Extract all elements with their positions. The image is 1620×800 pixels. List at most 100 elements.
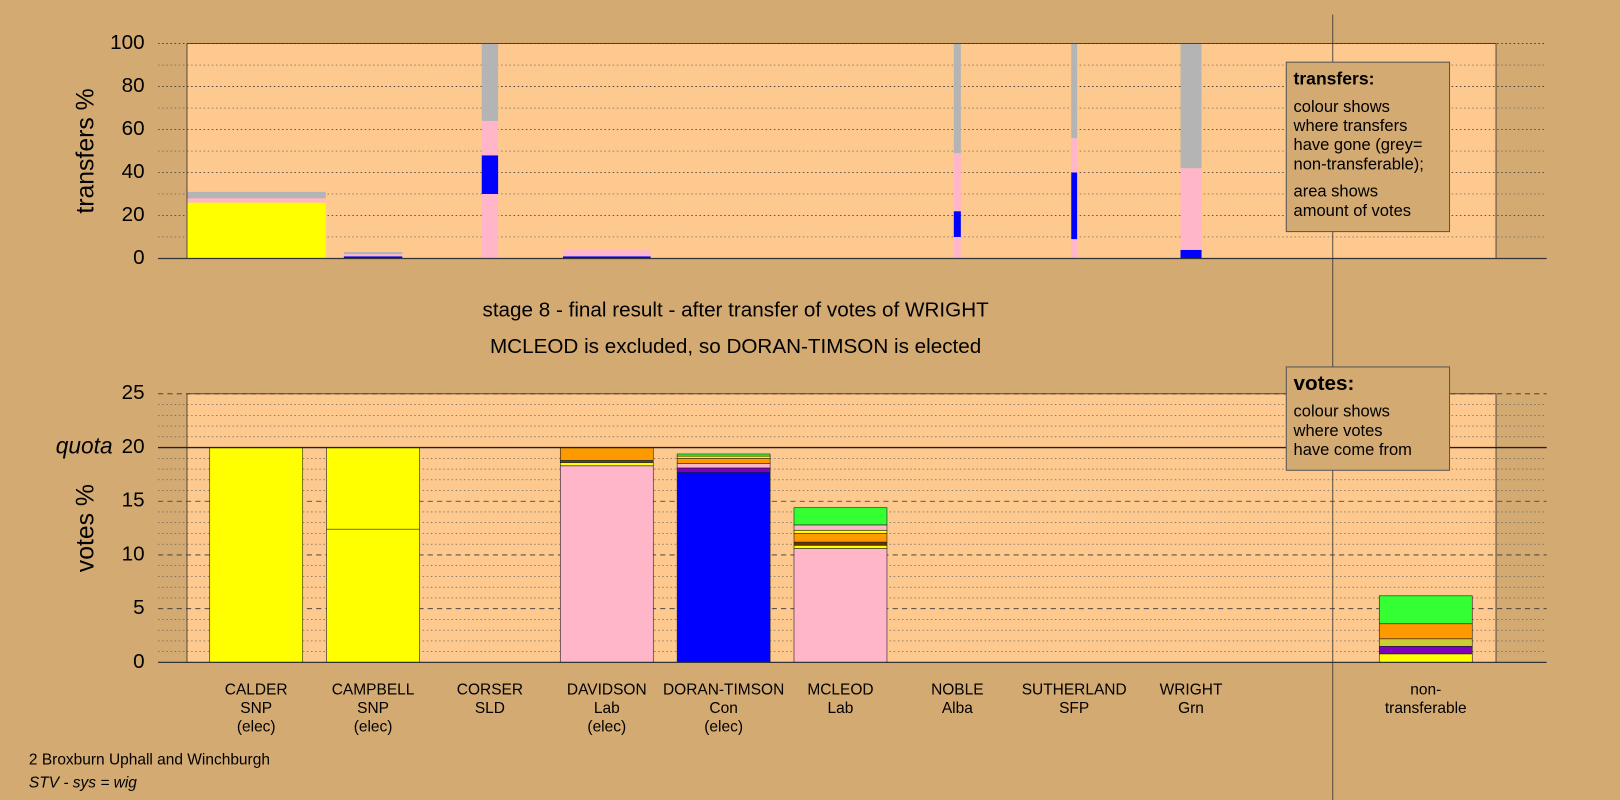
transfer-segment xyxy=(481,120,499,156)
y-tick-label: 15 xyxy=(122,489,145,512)
vote-segment xyxy=(793,548,888,663)
vote-segment xyxy=(793,541,888,546)
legend-text: area shows xyxy=(1294,182,1378,201)
ward-name: 2 Broxburn Uphall and Winchburgh xyxy=(29,752,270,769)
transfer-segment xyxy=(562,249,651,257)
legend-text: have come from xyxy=(1294,440,1412,459)
transfer-segment xyxy=(186,198,326,203)
x-tick-label: (elec) xyxy=(354,719,393,736)
stage-title: stage 8 - final result - after transfer … xyxy=(482,299,989,322)
vote-segment xyxy=(793,533,888,543)
x-tick-label: Lab xyxy=(828,700,854,717)
vote-segment xyxy=(676,457,771,464)
transfer-segment xyxy=(953,211,961,237)
transfer-segment xyxy=(953,43,961,154)
vote-segment xyxy=(676,453,771,457)
x-tick-label: CALDER xyxy=(225,681,288,698)
vote-segment xyxy=(1378,595,1473,625)
vote-segment xyxy=(1378,645,1473,655)
x-tick-label: CORSER xyxy=(457,681,523,698)
x-tick-label: WRIGHT xyxy=(1160,681,1223,698)
y-tick-label: 0 xyxy=(133,246,144,269)
x-tick-label: SNP xyxy=(357,700,389,717)
y-axis-label: votes % xyxy=(72,484,99,572)
legend-title: transfers: xyxy=(1294,68,1375,88)
transfer-segment xyxy=(343,254,403,257)
y-tick-label: 10 xyxy=(122,542,145,565)
x-tick-label: DAVIDSON xyxy=(567,681,647,698)
y-axis-label: transfers % xyxy=(72,88,99,213)
x-tick-label: SUTHERLAND xyxy=(1022,681,1127,698)
vote-segment xyxy=(326,528,420,663)
x-tick-label: CAMPBELL xyxy=(332,681,415,698)
transfer-segment xyxy=(1071,172,1078,240)
legend-text: colour shows xyxy=(1294,97,1390,116)
vote-segment xyxy=(559,460,654,463)
x-tick-label: Grn xyxy=(1178,700,1204,717)
x-tick-label: Con xyxy=(709,700,737,717)
vote-segment xyxy=(793,529,888,534)
transfer-segment xyxy=(953,236,961,259)
transfer-segment xyxy=(1071,43,1078,139)
vote-segment xyxy=(793,544,888,549)
legend-text: have gone (grey= xyxy=(1294,135,1423,154)
y-tick-label: 0 xyxy=(133,650,144,673)
legend-box xyxy=(1285,366,1451,471)
x-tick-label: (elec) xyxy=(704,719,743,736)
x-tick-label: SFP xyxy=(1059,700,1089,717)
vote-segment xyxy=(1378,653,1473,663)
vote-segment xyxy=(559,462,654,467)
vote-segment xyxy=(676,471,771,663)
y-tick-label: 5 xyxy=(133,596,144,619)
y-tick-label: 80 xyxy=(122,74,145,97)
x-tick-label: non- xyxy=(1410,681,1441,698)
x-tick-label: Alba xyxy=(942,700,973,717)
transfer-segment xyxy=(343,256,403,259)
system-note: STV - sys = wig xyxy=(29,774,137,791)
x-tick-label: MCLEOD xyxy=(807,681,873,698)
legend-text: where votes xyxy=(1293,421,1383,440)
vote-segment xyxy=(676,463,771,469)
y-tick-label: 100 xyxy=(110,31,144,54)
transfer-segment xyxy=(1180,43,1202,169)
x-tick-label: SNP xyxy=(240,700,272,717)
transfer-segment xyxy=(481,43,499,121)
vote-segment xyxy=(1378,638,1473,647)
legend-text: colour shows xyxy=(1294,402,1390,421)
vote-segment xyxy=(676,467,771,473)
x-tick-label: (elec) xyxy=(237,719,276,736)
vote-segment xyxy=(559,447,654,461)
y-tick-label: 40 xyxy=(122,160,145,183)
y-tick-label: 20 xyxy=(122,203,145,226)
x-tick-label: NOBLE xyxy=(931,681,984,698)
legend-text: non-transferable); xyxy=(1294,154,1424,173)
transfer-segment xyxy=(186,202,326,259)
x-tick-label: DORAN-TIMSON xyxy=(663,681,784,698)
transfer-segment xyxy=(343,252,403,255)
quota-label: quota xyxy=(56,433,113,459)
vote-segment xyxy=(559,465,654,663)
vote-segment xyxy=(1378,623,1473,640)
y-tick-label: 25 xyxy=(122,381,145,404)
result-title: MCLEOD is excluded, so DORAN-TIMSON is e… xyxy=(490,335,981,358)
x-tick-label: transferable xyxy=(1385,700,1467,717)
transfer-segment xyxy=(562,256,651,259)
legend-title: votes: xyxy=(1294,372,1355,395)
vote-segment xyxy=(676,455,771,459)
vote-segment xyxy=(326,447,420,530)
legend-text: amount of votes xyxy=(1294,201,1412,220)
vote-segment xyxy=(793,507,888,526)
vote-segment xyxy=(209,447,304,663)
y-tick-label: 60 xyxy=(122,117,145,140)
x-tick-label: (elec) xyxy=(587,719,626,736)
transfer-segment xyxy=(1071,239,1078,259)
vote-segment xyxy=(793,524,888,531)
x-tick-label: SLD xyxy=(475,700,505,717)
y-tick-label: 20 xyxy=(122,435,145,458)
transfer-segment xyxy=(186,191,326,199)
legend-text: where transfers xyxy=(1293,116,1408,135)
transfer-segment xyxy=(1071,138,1078,173)
transfer-segment xyxy=(481,193,499,259)
transfer-segment xyxy=(481,155,499,194)
